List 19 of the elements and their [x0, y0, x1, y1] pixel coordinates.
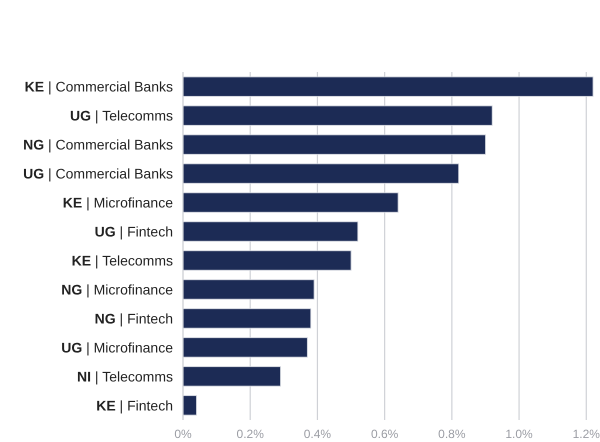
y-tick-label: UG | Microfinance — [61, 339, 174, 356]
y-tick-label: NG | Microfinance — [61, 281, 174, 298]
y-tick-label: NG | Fintech — [94, 310, 173, 326]
y-tick-label: KE | Microfinance — [62, 194, 174, 210]
y-tick-label: UG | Telecomms — [70, 108, 173, 124]
y-tick-label: UG | Commercial Banks — [23, 165, 173, 182]
x-tick-label: 1.2% — [572, 427, 600, 441]
y-tick-label: KE | Fintech — [96, 397, 173, 414]
x-tick-label: 0% — [174, 427, 192, 441]
y-tick-label: NI | Telecomms — [77, 368, 173, 384]
y-tick-label: KE | Telecomms — [72, 252, 173, 268]
x-tick-label: 1.0% — [505, 427, 534, 441]
x-tick-label: 0.4% — [304, 427, 332, 441]
x-tick-label: 0.8% — [438, 427, 466, 441]
y-tick-label: KE | Commercial Banks — [24, 78, 173, 95]
y-tick-label: NG | Commercial Banks — [23, 136, 173, 152]
x-tick-label: 0.6% — [370, 427, 399, 441]
x-tick-label: 0.2% — [236, 427, 264, 441]
y-tick-label: UG | Fintech — [94, 223, 173, 240]
